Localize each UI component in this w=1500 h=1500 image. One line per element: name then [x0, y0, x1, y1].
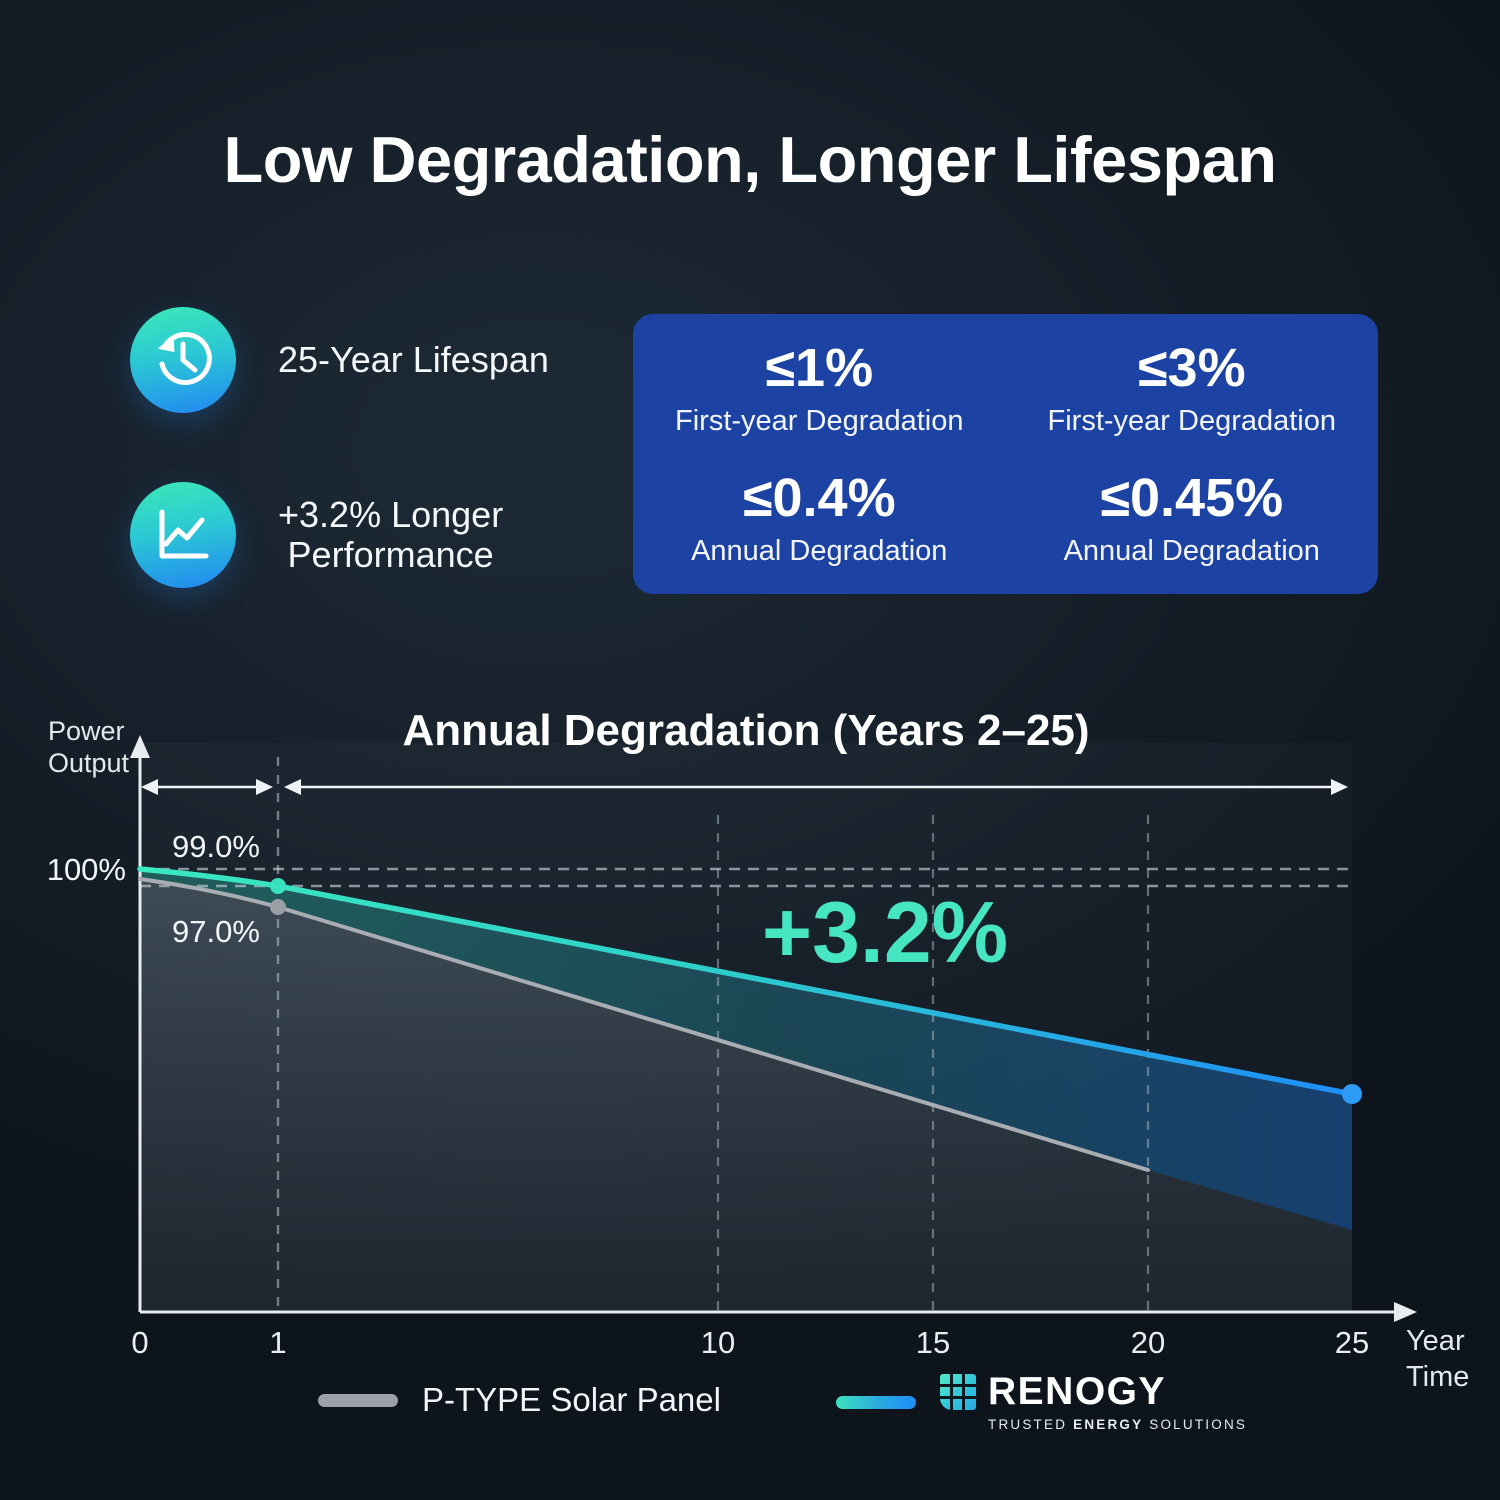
tagline-energy: ENERGY: [1073, 1417, 1144, 1432]
chart-title: Annual Degradation (Years 2–25): [402, 706, 1089, 755]
feature-performance-line2: Performance: [287, 534, 494, 575]
y-axis-label-line1: Power: [48, 716, 125, 746]
chart-growth-icon: [130, 482, 236, 588]
x-axis-label-line2: Time: [1406, 1361, 1469, 1393]
feature-performance-line1: +3.2% Longer: [278, 494, 504, 536]
feature-lifespan-label: 25-Year Lifespan: [278, 339, 549, 381]
stat-annual-ptype: ≤0.45% Annual Degradation: [1064, 470, 1320, 568]
stat-label: First-year Degradation: [1047, 404, 1337, 437]
x-tick-10: 10: [701, 1325, 735, 1360]
span-arrow-first-year: [141, 779, 273, 795]
stat-value: ≤3%: [1137, 338, 1246, 399]
history-clock-icon: [130, 307, 236, 413]
tagline-solutions: SOLUTIONS: [1149, 1417, 1248, 1432]
stat-value: ≤1%: [765, 338, 874, 399]
feature-performance: +3.2% Longer Performance: [130, 482, 503, 588]
stat-label: Annual Degradation: [1063, 534, 1320, 567]
stat-label: First-year Degradation: [675, 404, 964, 437]
tagline-trusted: TRUSTED: [988, 1417, 1068, 1432]
x-axis-label-line1: Year: [1406, 1325, 1465, 1357]
page-title: Low Degradation, Longer Lifespan: [223, 123, 1277, 196]
history-clock-glyph: [157, 331, 212, 385]
x-axis: [140, 1302, 1417, 1322]
ptype-year1-point: [270, 899, 286, 915]
ptype-legend-label: P-TYPE Solar Panel: [422, 1381, 721, 1418]
degradation-chart: Annual Degradation (Years 2–25) Power Ou…: [47, 706, 1470, 1393]
x-tick-25: 25: [1335, 1325, 1369, 1360]
x-tick-1: 1: [269, 1325, 286, 1360]
y-tick-100: 100%: [47, 852, 126, 887]
y-axis-label-line2: Output: [48, 748, 130, 778]
renogy-wordmark: RENOGY: [988, 1370, 1167, 1413]
x-tick-15: 15: [916, 1325, 950, 1360]
renogy-year1-point: [270, 878, 286, 894]
x-tick-20: 20: [1131, 1325, 1165, 1360]
x-tick-0: 0: [131, 1325, 148, 1360]
stat-first-year-renogy: ≤1% First-year Degradation: [675, 340, 964, 438]
renogy-logo: RENOGY TRUSTED ENERGY SOLUTIONS: [940, 1372, 1247, 1432]
degradation-stats-panel: ≤1% First-year Degradation ≤3% First-yea…: [633, 314, 1378, 594]
y-axis: [130, 735, 150, 1312]
feature-lifespan: 25-Year Lifespan: [130, 307, 549, 413]
renogy-year1-label: 99.0%: [172, 829, 260, 864]
ptype-area-fill: [140, 879, 1352, 1312]
advantage-annotation: +3.2%: [762, 885, 1008, 981]
feature-performance-label: +3.2% Longer Performance: [278, 495, 503, 574]
renogy-year25-point: [1342, 1084, 1362, 1104]
stat-value: ≤0.45%: [1100, 468, 1284, 529]
stat-first-year-ptype: ≤3% First-year Degradation: [1048, 340, 1337, 438]
chart-growth-glyph: [159, 509, 209, 559]
legend-ptype: P-TYPE Solar Panel: [318, 1381, 721, 1419]
ptype-swatch: [318, 1393, 398, 1407]
renogy-logo-text: RENOGY TRUSTED ENERGY SOLUTIONS: [988, 1372, 1247, 1432]
stat-annual-renogy: ≤0.4% Annual Degradation: [691, 470, 947, 568]
renogy-swatch: [836, 1395, 916, 1409]
stat-label: Annual Degradation: [691, 534, 948, 567]
renogy-tagline: TRUSTED ENERGY SOLUTIONS: [988, 1417, 1247, 1432]
ptype-year1-label: 97.0%: [172, 914, 260, 949]
span-arrow-years-2-25: [284, 779, 1348, 795]
stat-value: ≤0.4%: [742, 468, 896, 529]
solar-panel-grid-icon: [940, 1374, 976, 1410]
legend-renogy: RENOGY TRUSTED ENERGY SOLUTIONS: [836, 1372, 1247, 1432]
